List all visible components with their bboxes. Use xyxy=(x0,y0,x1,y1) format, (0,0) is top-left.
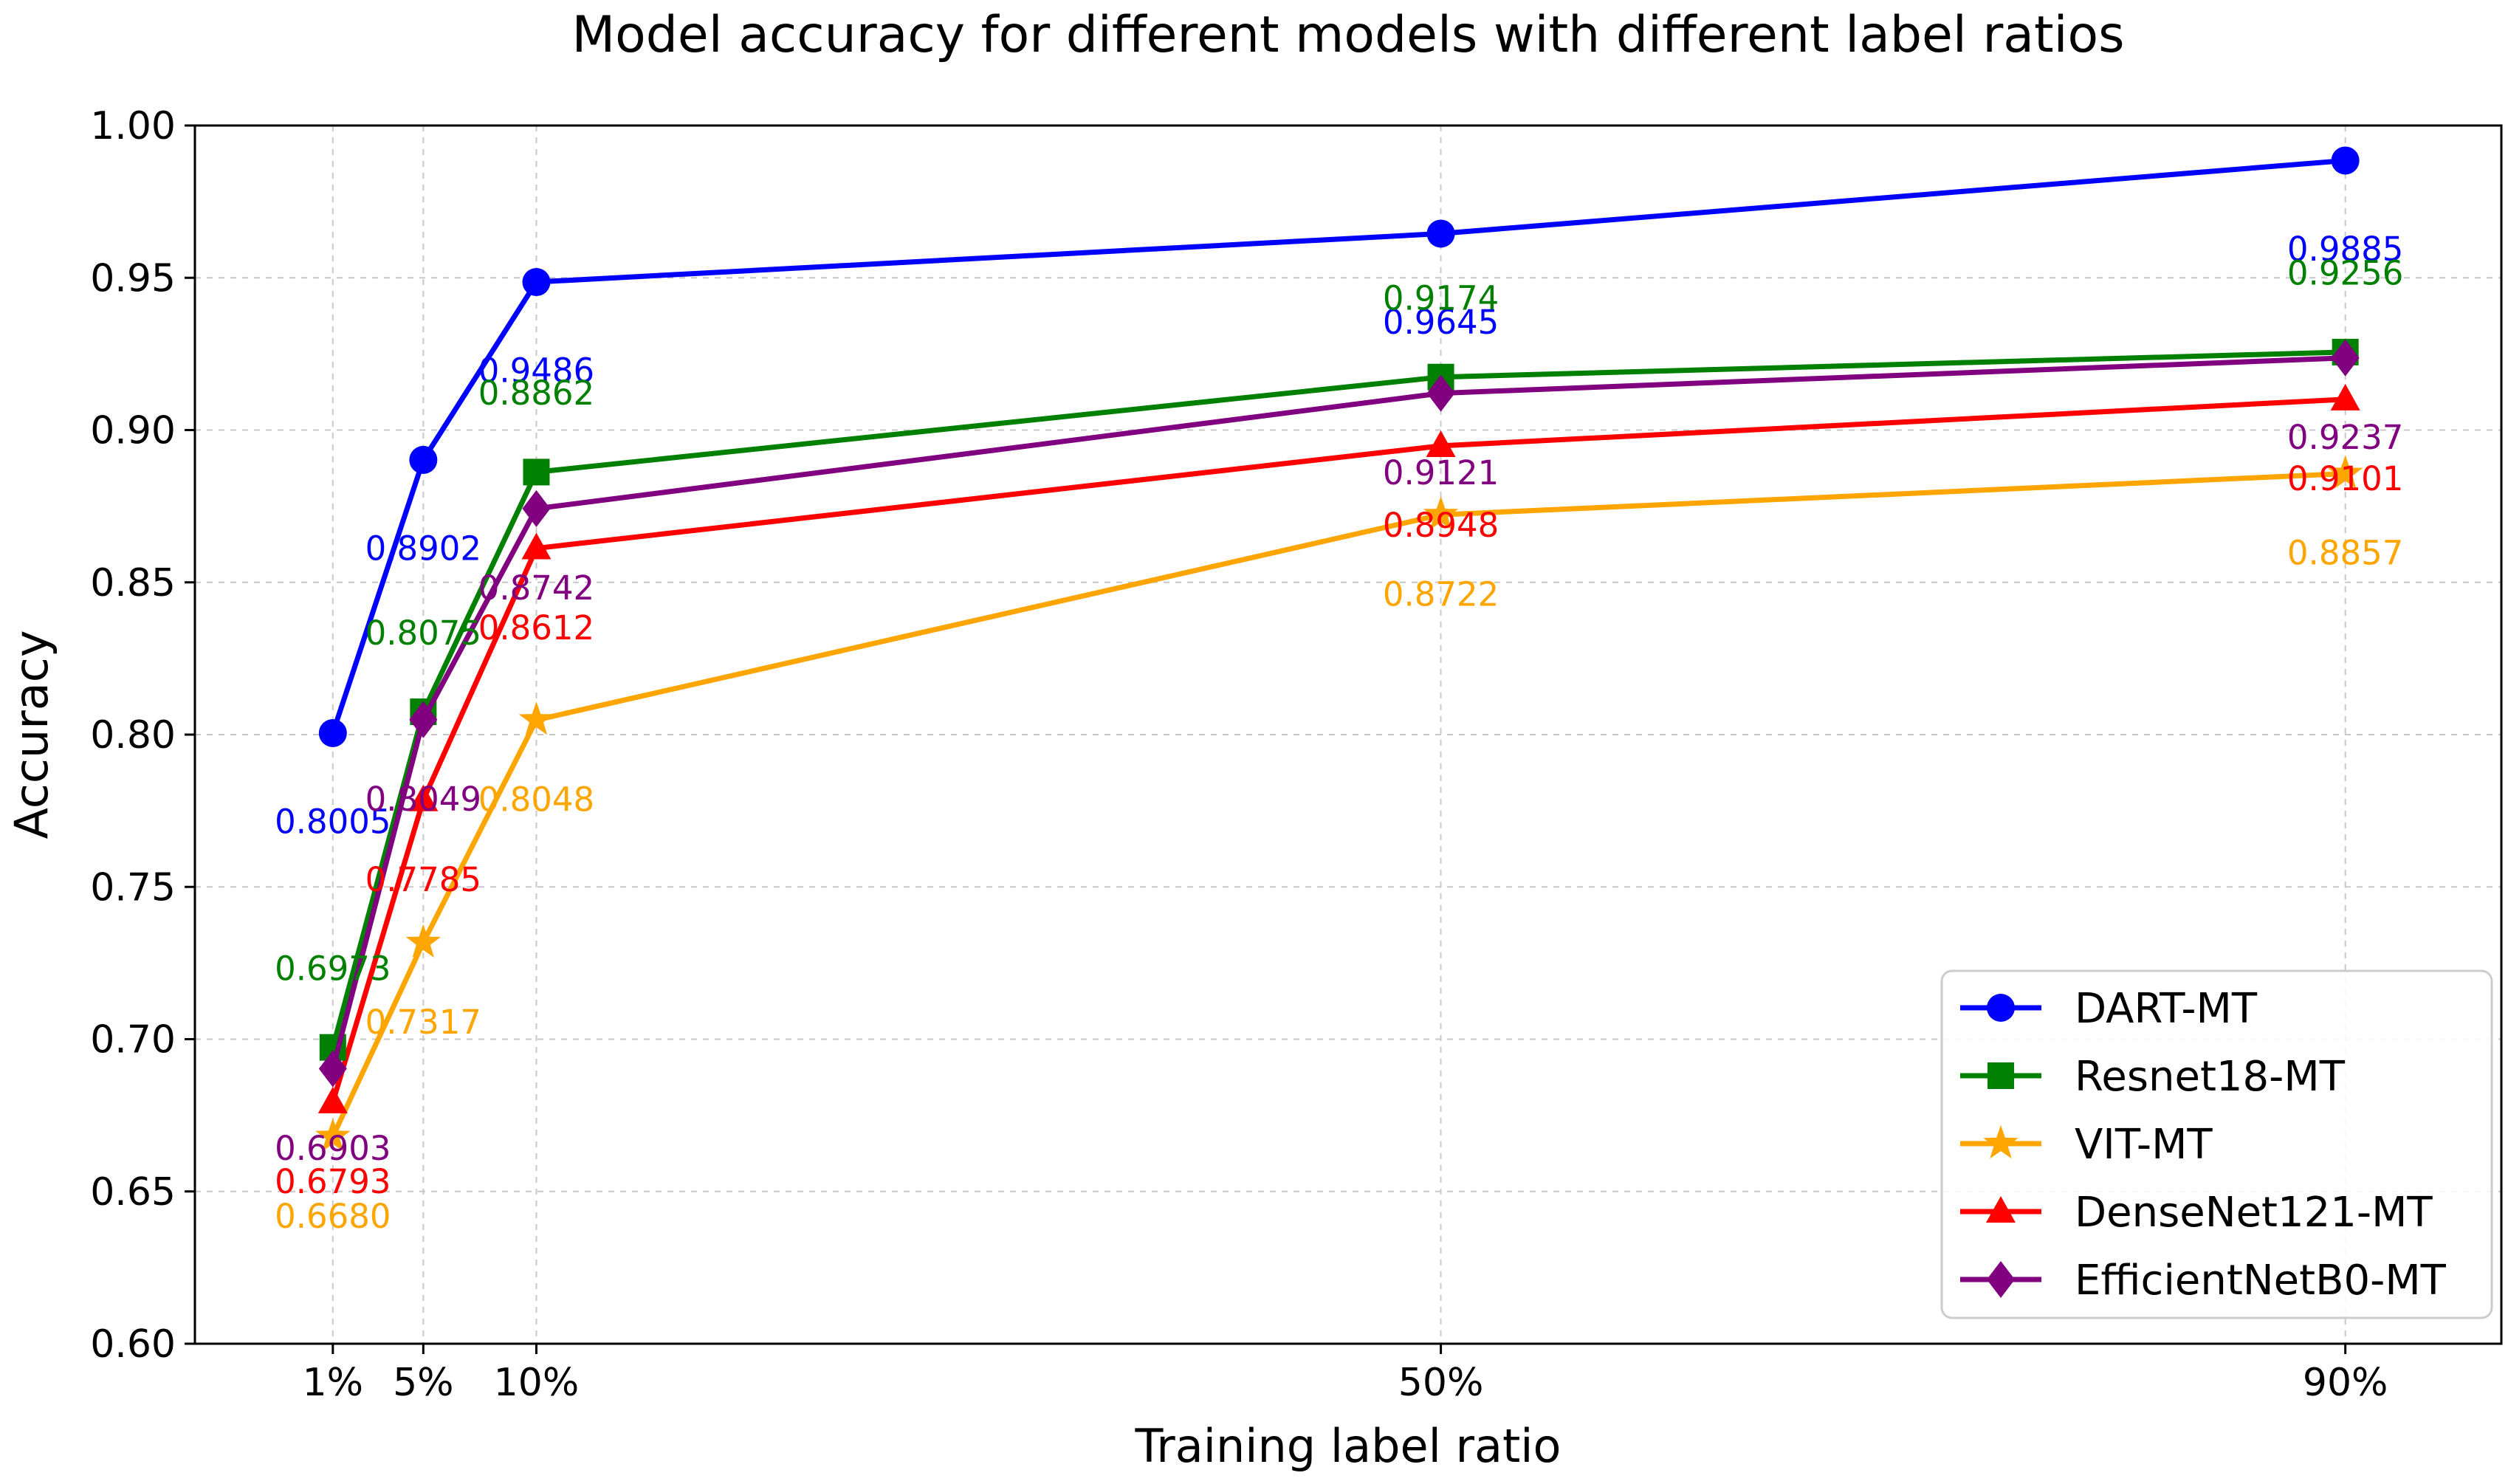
y-tick-label: 0.80 xyxy=(90,713,176,758)
series-group xyxy=(315,146,2363,1152)
data-label-dart-mt: 0.9885 xyxy=(2287,230,2403,269)
x-tick-label: 5% xyxy=(393,1361,454,1405)
legend-item-resnet18-mt: Resnet18-MT xyxy=(1960,1053,2346,1101)
y-tick-label: 0.75 xyxy=(90,865,176,910)
legend-marker-square-icon xyxy=(1987,1062,2014,1089)
legend-marker-diamond-icon xyxy=(1987,1261,2015,1298)
data-point-dart-mt xyxy=(2331,146,2360,175)
data-point-vit-mt xyxy=(2327,455,2363,489)
chart-title: Model accuracy for different models with… xyxy=(571,6,2124,64)
series-vit-mt xyxy=(315,455,2363,1152)
data-point-dart-mt xyxy=(522,268,551,297)
series-dart-mt xyxy=(318,146,2360,747)
data-point-efficientnetb0-mt xyxy=(2331,339,2360,377)
y-tick-label: 0.70 xyxy=(90,1018,176,1062)
data-label-efficientnetb0-mt: 0.9237 xyxy=(2287,418,2403,457)
data-point-resnet18-mt xyxy=(523,458,550,486)
data-label-resnet18-mt: 0.8075 xyxy=(365,614,481,653)
data-point-densenet121-mt xyxy=(521,532,552,560)
data-label-densenet121-mt: 0.8948 xyxy=(1383,506,1499,545)
x-axis-label: Training label ratio xyxy=(1135,1419,1562,1473)
data-label-vit-mt: 0.6680 xyxy=(275,1197,391,1236)
data-label-vit-mt: 0.8722 xyxy=(1383,574,1499,614)
data-point-dart-mt xyxy=(409,445,438,474)
legend-item-dart-mt: DART-MT xyxy=(1960,985,2258,1033)
data-label-vit-mt: 0.8857 xyxy=(2287,534,2403,573)
data-label-dart-mt: 0.8902 xyxy=(365,529,481,568)
data-label-dart-mt: 0.8005 xyxy=(275,803,391,842)
data-label-efficientnetb0-mt: 0.6903 xyxy=(275,1129,391,1168)
data-label-densenet121-mt: 0.8612 xyxy=(478,608,594,647)
data-label-vit-mt: 0.7317 xyxy=(365,1003,481,1042)
data-label-efficientnetb0-mt: 0.9121 xyxy=(1383,453,1499,492)
legend-label: DenseNet121-MT xyxy=(2075,1189,2433,1237)
data-point-dart-mt xyxy=(1426,219,1455,248)
y-tick-label: 0.65 xyxy=(90,1170,176,1215)
data-label-dart-mt: 0.9486 xyxy=(478,351,594,391)
data-point-efficientnetb0-mt xyxy=(318,1050,347,1088)
axes: 0.60 0.65 0.70 0.75 0.80 0.85 0.90 0.95 1.00 1% 5%… xyxy=(90,104,2388,1405)
data-point-vit-mt xyxy=(1423,496,1459,530)
data-point-densenet121-mt xyxy=(2330,383,2360,410)
legend-label: VIT-MT xyxy=(2075,1121,2213,1169)
data-point-efficientnetb0-mt xyxy=(409,701,438,738)
data-label-resnet18-mt: 0.6973 xyxy=(275,949,391,988)
data-label-densenet121-mt: 0.6793 xyxy=(275,1162,391,1201)
data-label-densenet121-mt: 0.9101 xyxy=(2287,459,2403,498)
legend-item-densenet121-mt: DenseNet121-MT xyxy=(1960,1189,2433,1237)
legend: DART-MT Resnet18-MT VIT-MT DenseNet121-MT Ef… xyxy=(1940,969,2493,1319)
data-label-vit-mt: 0.8048 xyxy=(478,780,594,819)
legend-marker-star-icon xyxy=(1983,1125,2019,1159)
legend-marker-triangle-icon xyxy=(1986,1196,2016,1223)
data-label-resnet18-mt: 0.8862 xyxy=(478,374,594,413)
legend-label: EfficientNetB0-MT xyxy=(2075,1257,2447,1305)
legend-box xyxy=(1940,969,2493,1319)
data-label-efficientnetb0-mt: 0.8742 xyxy=(478,568,594,608)
data-point-vit-mt xyxy=(518,701,554,735)
y-tick-label: 1.00 xyxy=(90,104,176,148)
data-point-vit-mt xyxy=(315,1118,351,1152)
x-tick-label: 10% xyxy=(494,1361,580,1405)
legend-item-efficientnetb0-mt: EfficientNetB0-MT xyxy=(1960,1257,2447,1305)
data-point-efficientnetb0-mt xyxy=(522,489,551,527)
series-efficientnetb0-mt xyxy=(318,339,2360,1088)
data-point-densenet121-mt xyxy=(1426,430,1456,457)
data-point-densenet121-mt xyxy=(408,784,439,811)
data-label-efficientnetb0-mt: 0.8049 xyxy=(365,780,481,819)
legend-item-vit-mt: VIT-MT xyxy=(1960,1121,2213,1169)
y-tick-label: 0.85 xyxy=(90,561,176,605)
data-point-dart-mt xyxy=(318,718,347,747)
data-point-densenet121-mt xyxy=(317,1086,348,1113)
legend-label: DART-MT xyxy=(2075,985,2258,1033)
data-point-efficientnetb0-mt xyxy=(1426,374,1455,412)
data-label-dart-mt: 0.9645 xyxy=(1383,303,1499,342)
data-point-vit-mt xyxy=(405,924,442,958)
legend-marker-circle-icon xyxy=(1987,994,2015,1022)
data-label-densenet121-mt: 0.7785 xyxy=(365,860,481,899)
series-densenet121-mt xyxy=(317,383,2360,1113)
data-label-resnet18-mt: 0.9256 xyxy=(2287,254,2403,293)
data-label-resnet18-mt: 0.9174 xyxy=(1383,278,1499,317)
x-tick-label: 50% xyxy=(1398,1361,1484,1405)
y-tick-label: 0.95 xyxy=(90,256,176,300)
grid xyxy=(195,125,2501,1344)
x-tick-label: 90% xyxy=(2303,1361,2388,1405)
x-tick-label: 1% xyxy=(303,1361,364,1405)
y-tick-label: 0.90 xyxy=(90,409,176,453)
data-labels: 0.8005 0.8902 0.9486 0.9645 0.9885 0.6973 0.80… xyxy=(275,230,2403,1236)
y-axis-label: Accuracy xyxy=(4,630,58,839)
y-tick-label: 0.60 xyxy=(90,1322,176,1367)
legend-label: Resnet18-MT xyxy=(2075,1053,2346,1101)
